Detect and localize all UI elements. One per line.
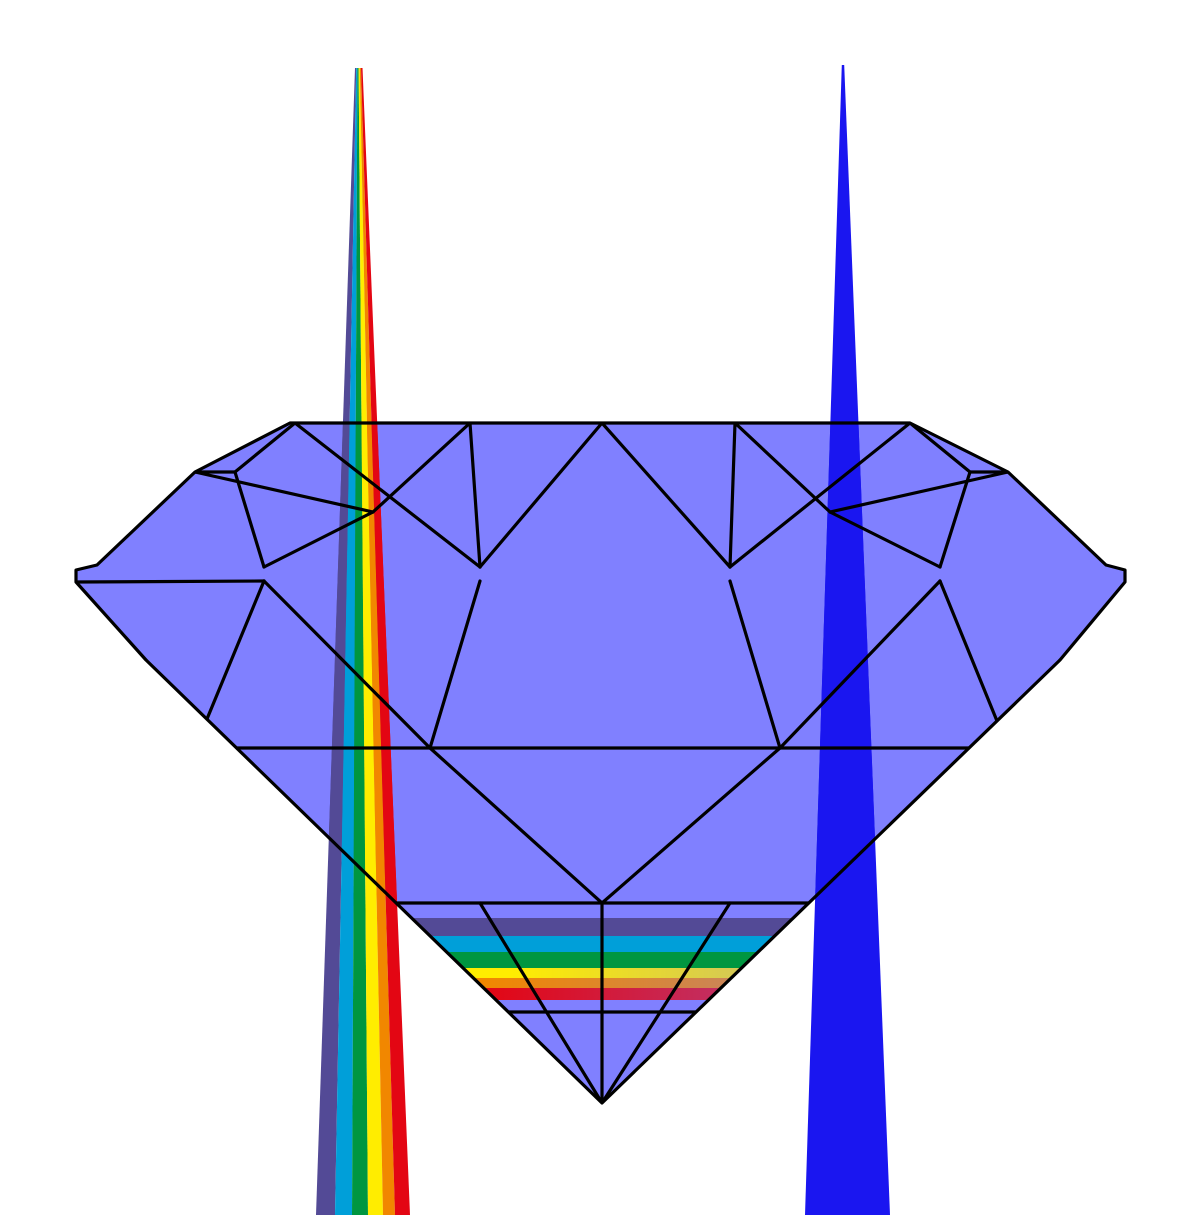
facet-line xyxy=(76,579,266,584)
facet-line xyxy=(728,423,912,569)
facet-line xyxy=(600,901,732,1103)
facet-line xyxy=(428,579,482,750)
facet-line xyxy=(733,423,832,514)
facet-line xyxy=(293,423,482,569)
refracted-horizontal-bands xyxy=(316,918,1125,1000)
facet-line xyxy=(478,901,604,1103)
facet-line xyxy=(938,470,972,569)
facet-line xyxy=(233,470,266,569)
facet-line xyxy=(262,510,375,569)
refracted-band-orange xyxy=(316,978,1125,988)
refracted-band-red xyxy=(316,988,1125,1000)
facet-line xyxy=(828,470,1010,514)
refracted-band-yellow xyxy=(316,968,1125,978)
facet-line xyxy=(233,423,297,474)
facet-line xyxy=(371,423,472,514)
facet-line xyxy=(478,423,604,569)
refracted-band-violet xyxy=(316,918,1125,936)
facet-line xyxy=(428,746,604,905)
gem-outline xyxy=(74,421,1127,1105)
facet-line xyxy=(778,579,942,750)
facet-line xyxy=(600,423,732,569)
facet-line xyxy=(908,423,972,474)
facet-line xyxy=(828,510,942,569)
facet-line xyxy=(728,423,737,569)
facet-line xyxy=(193,470,375,514)
facet-line xyxy=(600,746,782,905)
facet-line xyxy=(468,423,482,569)
facet-line xyxy=(262,579,432,750)
facet-line xyxy=(728,579,782,750)
